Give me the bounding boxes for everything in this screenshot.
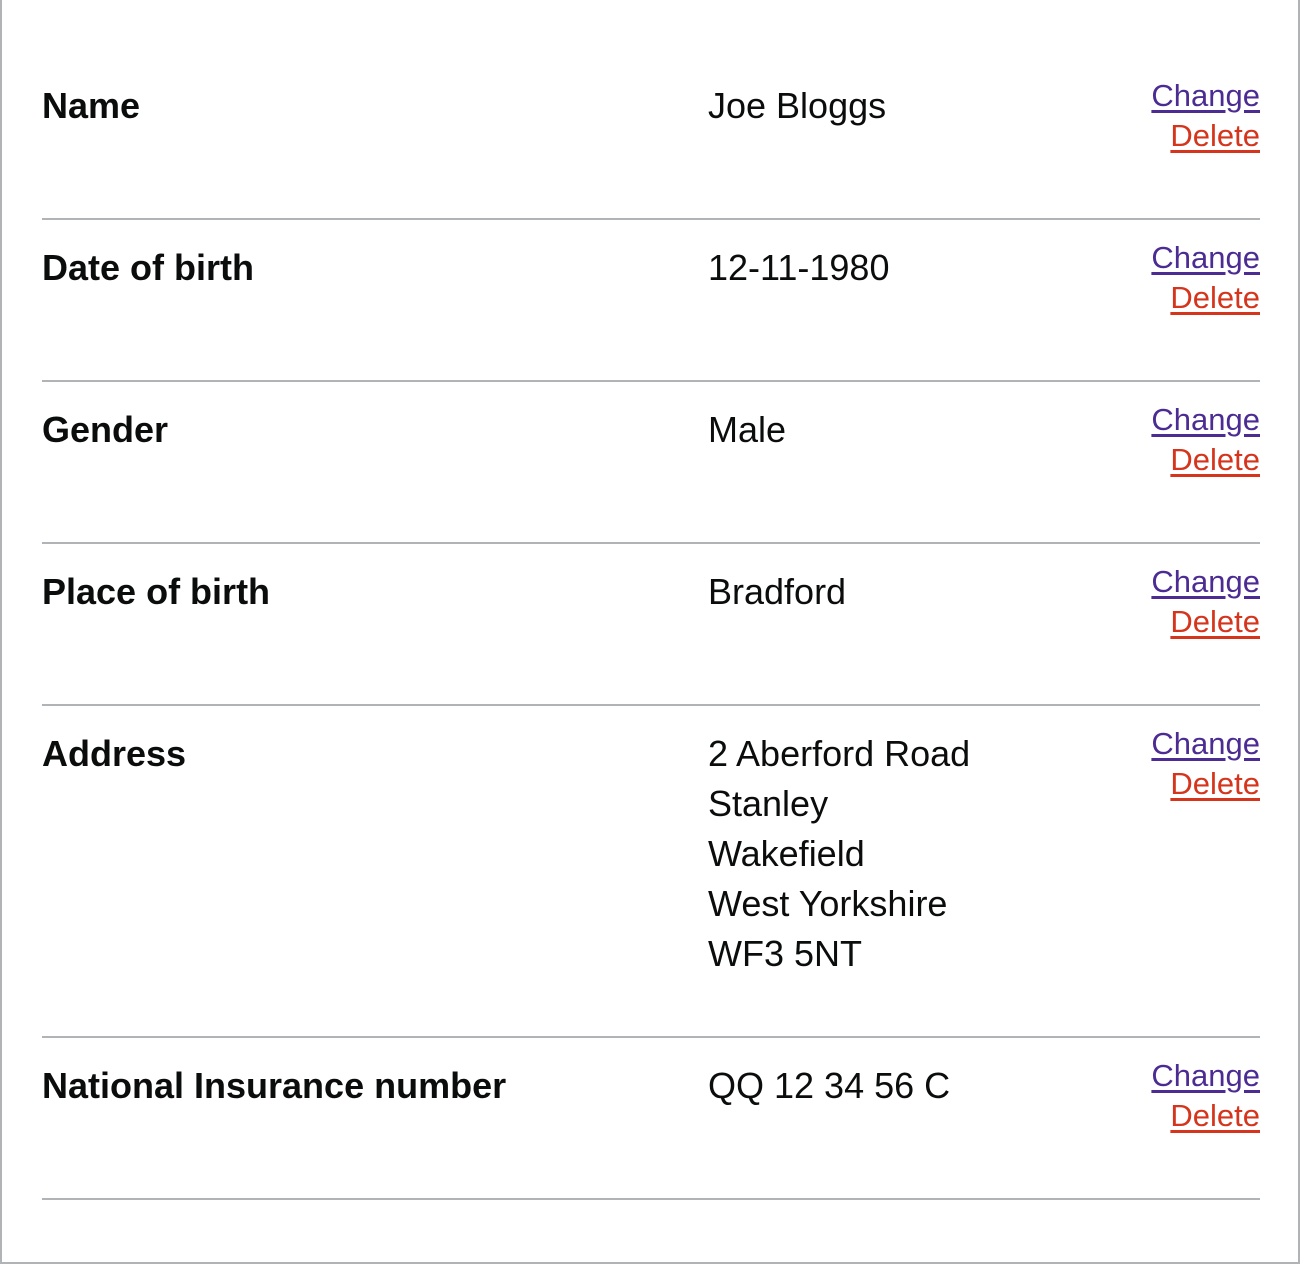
row-key: Date of birth — [42, 247, 254, 288]
summary-row-date-of-birth: Date of birth 12-11-1980 Change Delete — [42, 220, 1260, 382]
row-key: Place of birth — [42, 571, 271, 612]
row-key: Name — [42, 85, 141, 126]
value-line: West Yorkshire — [708, 883, 948, 924]
delete-link[interactable]: Delete — [1170, 604, 1260, 639]
delete-link[interactable]: Delete — [1170, 766, 1260, 801]
value-line: Male — [708, 409, 787, 450]
summary-list: Name Joe Bloggs Change Delete Date of bi… — [42, 58, 1260, 1200]
summary-row-place-of-birth: Place of birth Bradford Change Delete — [42, 544, 1260, 706]
change-link[interactable]: Change — [1151, 402, 1260, 437]
summary-row-name: Name Joe Bloggs Change Delete — [42, 58, 1260, 220]
row-value: Bradford — [708, 567, 1060, 617]
row-value: Male — [708, 405, 1060, 455]
value-line: Joe Bloggs — [708, 85, 887, 126]
row-actions: Change Delete — [1060, 724, 1260, 804]
summary-row-national-insurance-number: National Insurance number QQ 12 34 56 C … — [42, 1038, 1260, 1200]
row-key: Address — [42, 733, 187, 774]
change-link[interactable]: Change — [1151, 78, 1260, 113]
delete-link[interactable]: Delete — [1170, 118, 1260, 153]
row-actions: Change Delete — [1060, 238, 1260, 318]
delete-link[interactable]: Delete — [1170, 442, 1260, 477]
summary-row-address: Address 2 Aberford Road Stanley Wakefiel… — [42, 706, 1260, 1038]
summary-row-gender: Gender Male Change Delete — [42, 382, 1260, 544]
value-line: WF3 5NT — [708, 933, 863, 974]
row-value: 12-11-1980 — [708, 243, 1060, 293]
delete-link[interactable]: Delete — [1170, 1098, 1260, 1133]
value-line: 12-11-1980 — [708, 247, 890, 288]
row-value: QQ 12 34 56 C — [708, 1061, 1060, 1111]
row-key: National Insurance number — [42, 1065, 507, 1106]
value-line: 2 Aberford Road — [708, 733, 971, 774]
value-line: Wakefield — [708, 833, 865, 874]
row-value: Joe Bloggs — [708, 81, 1060, 131]
change-link[interactable]: Change — [1151, 726, 1260, 761]
change-link[interactable]: Change — [1151, 564, 1260, 599]
change-link[interactable]: Change — [1151, 240, 1260, 275]
value-line: QQ 12 34 56 C — [708, 1065, 951, 1106]
value-line: Bradford — [708, 571, 847, 612]
row-actions: Change Delete — [1060, 562, 1260, 642]
row-key: Gender — [42, 409, 169, 450]
delete-link[interactable]: Delete — [1170, 280, 1260, 315]
value-line: Stanley — [708, 783, 829, 824]
change-link[interactable]: Change — [1151, 1058, 1260, 1093]
row-actions: Change Delete — [1060, 400, 1260, 480]
row-actions: Change Delete — [1060, 76, 1260, 156]
row-actions: Change Delete — [1060, 1056, 1260, 1136]
row-value: 2 Aberford Road Stanley Wakefield West Y… — [708, 729, 1060, 979]
